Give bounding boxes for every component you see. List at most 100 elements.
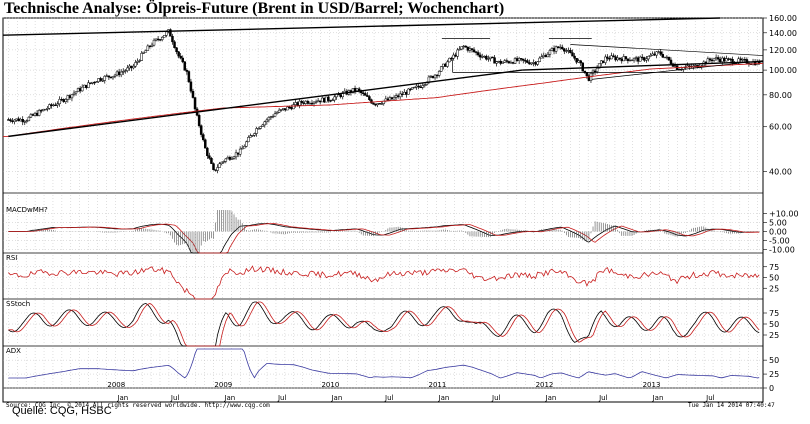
candle-body xyxy=(146,45,150,51)
candle-body xyxy=(417,85,420,88)
candle-body xyxy=(214,169,217,171)
candle-body xyxy=(52,104,55,107)
candle-body xyxy=(606,56,609,59)
footer-copyright: Source: CQG Inc. © 2014 All rights reser… xyxy=(6,402,270,409)
panel-tick-label: 50 xyxy=(769,356,779,365)
candle-body xyxy=(224,158,228,162)
candle-body xyxy=(325,96,328,103)
candle-body xyxy=(485,55,488,60)
candle-body xyxy=(573,55,576,59)
candle-body xyxy=(64,99,68,102)
candle-body xyxy=(68,95,72,99)
candle-body xyxy=(548,50,552,55)
chart-title: Technische Analyse: Ölpreis-Future (Bren… xyxy=(4,0,505,17)
candle-body xyxy=(154,38,158,41)
candle-body xyxy=(355,88,359,92)
triangle-lower-line xyxy=(591,60,764,80)
candle-body xyxy=(362,92,365,94)
candle-body xyxy=(411,87,414,90)
candle-body xyxy=(468,48,472,51)
candle-body xyxy=(649,55,652,57)
sstoch-label: SStoch xyxy=(6,300,30,308)
candle-body xyxy=(327,96,330,101)
candle-body xyxy=(729,58,732,60)
x-tick-year: 2012 xyxy=(536,381,554,389)
candle-body xyxy=(83,84,86,88)
candle-body xyxy=(103,75,107,81)
candle-body xyxy=(515,58,519,61)
candle-body xyxy=(124,70,127,72)
candle-body xyxy=(511,62,515,64)
candle-body xyxy=(444,63,447,67)
candle-body xyxy=(651,53,654,56)
candle-body xyxy=(199,125,203,135)
candle-body xyxy=(610,55,613,60)
candle-body xyxy=(628,59,632,62)
candle-body xyxy=(513,58,517,64)
candle-body xyxy=(563,48,566,52)
x-tick-month: Jul xyxy=(170,394,180,402)
candle-body xyxy=(339,94,342,98)
candle-body xyxy=(148,45,152,47)
x-axis-ticks: Jan 2008 Jul Jan 2009 Jul Jan 2010 Jul Jan 2011 Jul… xyxy=(107,381,714,402)
candle-body xyxy=(398,93,402,98)
candle-body xyxy=(179,55,182,59)
candle-body xyxy=(99,78,102,81)
candle-body xyxy=(138,60,141,62)
candle-body xyxy=(657,51,660,53)
candle-body xyxy=(204,139,207,149)
candle-body xyxy=(415,85,418,88)
candle-body xyxy=(571,52,574,57)
candle-body xyxy=(54,104,57,107)
candle-body xyxy=(487,58,490,60)
candle-body xyxy=(183,61,187,71)
candle-body xyxy=(50,104,53,107)
candle-body xyxy=(290,107,293,110)
candle-body xyxy=(622,56,626,62)
candle-body xyxy=(522,58,525,61)
candle-body xyxy=(58,99,61,105)
candle-body xyxy=(431,75,435,79)
candle-body xyxy=(284,108,287,111)
candle-body xyxy=(634,57,638,59)
stoch-line-secondary xyxy=(8,301,760,347)
candle-body xyxy=(144,50,148,53)
candle-body xyxy=(93,81,96,84)
candle-body xyxy=(238,148,242,155)
panel-tick-label: 5.00 xyxy=(769,219,787,228)
candle-body xyxy=(433,74,437,79)
candle-body xyxy=(251,134,254,137)
candle-body xyxy=(111,75,115,79)
x-tick-month: Jul xyxy=(277,394,287,402)
candle-body xyxy=(618,57,621,60)
x-tick-month: Jul xyxy=(705,394,715,402)
candle-body xyxy=(409,88,412,91)
candle-body xyxy=(694,65,697,67)
candle-body xyxy=(616,57,619,61)
candle-body xyxy=(216,167,219,171)
candle-body xyxy=(491,56,494,59)
candle-body xyxy=(497,60,500,63)
candle-body xyxy=(575,58,578,63)
candle-body xyxy=(466,46,470,51)
candle-body xyxy=(534,62,537,65)
candle-body xyxy=(499,60,502,64)
candle-body xyxy=(388,97,392,101)
candle-body xyxy=(661,54,665,58)
adx-line-primary xyxy=(8,348,760,379)
candle-body xyxy=(259,126,262,129)
candle-body xyxy=(314,101,318,103)
candle-body xyxy=(298,100,301,106)
candle-body xyxy=(435,74,439,77)
candle-body xyxy=(115,71,119,76)
candle-body xyxy=(218,163,221,168)
candle-body xyxy=(614,56,617,61)
candle-body xyxy=(320,97,324,103)
candle-body xyxy=(46,108,49,110)
x-tick-year: 2009 xyxy=(214,381,232,389)
candle-body xyxy=(156,38,160,41)
candle-body xyxy=(107,75,111,78)
price-tick-label: 100.00 xyxy=(769,66,797,75)
candle-body xyxy=(261,124,264,127)
